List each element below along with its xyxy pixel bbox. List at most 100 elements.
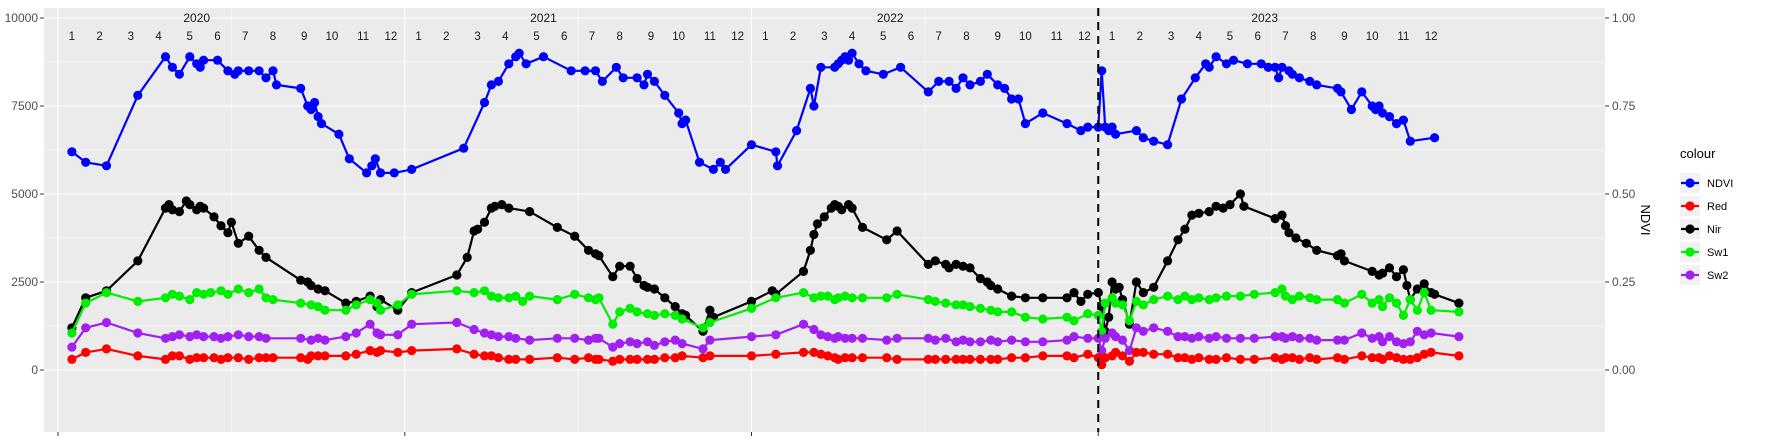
month-label: 3 (1168, 31, 1174, 43)
point-sw2 (615, 339, 625, 349)
point-ndvi (1131, 126, 1141, 136)
point-ndvi (334, 129, 344, 139)
point-sw2 (296, 333, 306, 343)
point-sw2 (233, 330, 243, 340)
point-red (642, 354, 653, 364)
point-sw2 (1131, 323, 1141, 333)
point-sw2 (1312, 335, 1322, 345)
point-nir (583, 245, 594, 255)
point-sw1 (223, 289, 233, 299)
point-ndvi (306, 104, 316, 115)
y-right-tick-label: 0.75 (1612, 99, 1636, 113)
point-sw1 (1097, 326, 1107, 336)
point-nir (1391, 272, 1402, 282)
point-nir (1270, 214, 1280, 224)
point-sw1 (608, 319, 618, 329)
point-red (1149, 349, 1159, 359)
point-red (320, 351, 330, 361)
point-nir (552, 222, 562, 232)
point-nir (1069, 288, 1079, 298)
point-red (1405, 354, 1415, 364)
point-red (486, 351, 496, 361)
point-nir (608, 272, 618, 282)
point-sw2 (882, 335, 892, 345)
point-sw2 (1391, 337, 1402, 347)
point-sw2 (1280, 333, 1291, 343)
point-ndvi (1270, 62, 1280, 72)
point-red (1097, 360, 1107, 370)
point-sw1 (469, 288, 479, 298)
point-nir (1020, 293, 1030, 303)
point-sw1 (192, 288, 202, 298)
point-ndvi (1405, 136, 1415, 146)
point-nir (226, 217, 236, 227)
point-sw2 (1426, 328, 1436, 338)
month-label: 4 (155, 31, 162, 43)
point-sw2 (857, 333, 868, 343)
point-sw2 (185, 332, 195, 342)
point-sw1 (393, 300, 403, 310)
point-sw1 (67, 328, 77, 338)
point-red (1117, 351, 1128, 361)
point-sw2 (525, 335, 535, 345)
month-label: 11 (1051, 31, 1063, 43)
point-red (185, 354, 195, 364)
point-red (296, 353, 306, 363)
point-sw2 (951, 337, 961, 347)
point-nir (882, 235, 892, 245)
point-red (840, 353, 850, 363)
point-ndvi (1062, 119, 1072, 129)
month-label: 5 (880, 31, 886, 43)
month-labels: 1 2 3 4 5 6 7 8 9 10 11 12 1 2 3 4 5 6 7 8 9 10 11 12 1 2 3 4 5 6 7 8 9 1… (69, 31, 1438, 43)
point-nir (167, 205, 177, 215)
point-red (192, 353, 202, 363)
point-ndvi (715, 157, 725, 167)
point-ndvi (771, 147, 781, 157)
point-sw1 (1378, 302, 1388, 312)
point-red (525, 354, 535, 364)
point-sw2 (552, 333, 562, 343)
point-sw2 (1138, 326, 1148, 336)
point-sw1 (594, 293, 604, 303)
point-red (1180, 353, 1190, 363)
point-sw2 (493, 332, 503, 342)
point-sw2 (1083, 333, 1093, 343)
month-label: 1 (415, 31, 421, 43)
point-red (351, 349, 361, 359)
y-left-tick-label: 5000 (11, 187, 38, 201)
point-sw2 (1221, 333, 1232, 343)
point-sw2 (1100, 333, 1110, 343)
point-red (452, 344, 462, 354)
point-red (407, 346, 417, 356)
point-nir (1280, 221, 1291, 231)
point-ndvi (878, 69, 888, 79)
point-nir (892, 226, 902, 236)
point-sw2 (847, 333, 857, 343)
point-red (677, 351, 687, 361)
point-red (1287, 353, 1297, 363)
point-sw2 (1007, 335, 1017, 345)
point-sw2 (375, 330, 386, 340)
point-red (1332, 353, 1343, 363)
point-sw1 (1083, 309, 1093, 319)
point-nir (1173, 235, 1183, 245)
point-nir (479, 217, 490, 227)
series-red (67, 344, 1464, 370)
point-sw1 (185, 295, 195, 305)
point-sw1 (81, 298, 91, 308)
point-nir (1384, 263, 1395, 273)
point-red (1357, 351, 1367, 361)
month-label: 2 (790, 31, 796, 43)
point-red (705, 351, 715, 361)
point-red (1339, 354, 1349, 364)
legend-marker-red (1685, 201, 1695, 211)
point-red (504, 354, 514, 364)
month-label: 10 (672, 31, 685, 43)
point-ndvi (486, 80, 496, 90)
point-sw2 (1097, 346, 1107, 356)
point-sw1 (816, 291, 826, 301)
point-sw1 (341, 305, 351, 315)
point-sw2 (840, 333, 850, 343)
point-ndvi (597, 76, 608, 86)
point-nir (1339, 256, 1349, 266)
